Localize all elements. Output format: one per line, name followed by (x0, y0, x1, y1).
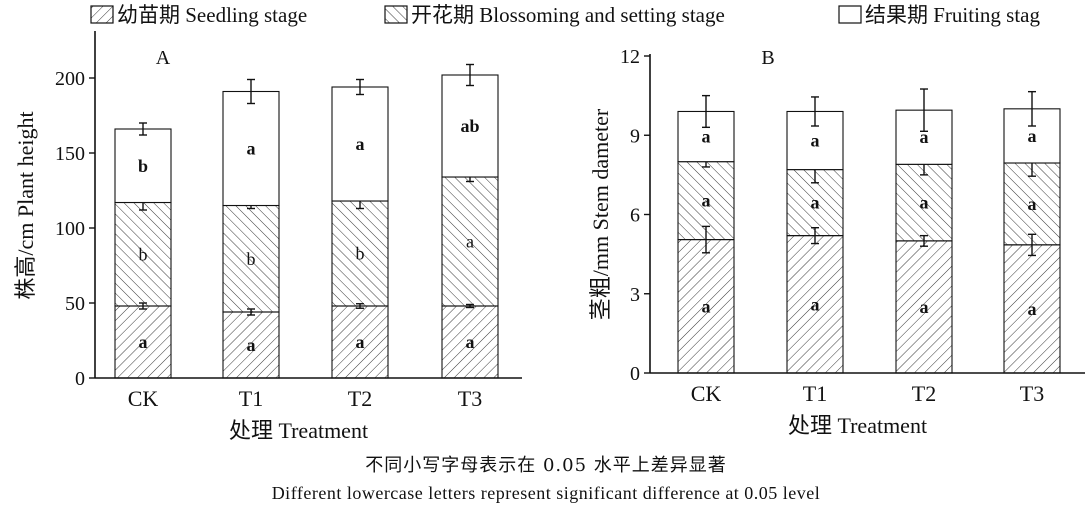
y-tick-label: 0 (630, 363, 640, 385)
y-tick-label: 12 (620, 46, 640, 68)
category-label: T3 (458, 386, 482, 411)
significance-letter: b (356, 244, 365, 264)
y-tick-label: 50 (65, 293, 85, 315)
legend-label: 结果期 Fruiting stag (865, 3, 1041, 27)
significance-letter: a (811, 294, 820, 314)
legend: 幼苗期 Seedling stage 开花期 Blossoming and set… (90, 3, 1041, 27)
x-axis-title: 处理 Treatment (788, 413, 927, 438)
significance-letter: a (920, 127, 929, 147)
category-label: T2 (348, 386, 372, 411)
y-tick-label: 200 (55, 68, 85, 90)
legend-swatch (384, 5, 408, 24)
significance-letter: a (466, 232, 474, 252)
bar-segment (331, 86, 389, 202)
category-label: CK (691, 381, 722, 406)
significance-letter: a (920, 297, 929, 317)
x-axis-title: 处理 Treatment (229, 418, 368, 443)
y-tick-label: 9 (630, 125, 640, 147)
bar-segment (114, 128, 172, 204)
significance-letter: a (920, 193, 929, 213)
bar-segment (222, 311, 280, 379)
significance-letter: a (247, 335, 256, 355)
y-tick-label: 3 (630, 284, 640, 306)
significance-letter: a (811, 193, 820, 213)
significance-letter: b (138, 156, 148, 176)
y-tick-label: 6 (630, 205, 640, 227)
significance-letter: a (811, 131, 820, 151)
significance-letter: a (139, 332, 148, 352)
bar-segment (786, 235, 844, 374)
bar-segment (1003, 244, 1061, 374)
bar-segment (441, 74, 499, 178)
legend-label: 幼苗期 Seedling stage (117, 3, 307, 27)
significance-letter: a (1028, 299, 1037, 319)
significance-letter: a (356, 134, 365, 154)
panel-b: 0 3 6 9 12 Ba a a CK a a a T1 a a a T2 a a a T3 处理 Treatment 茎… (588, 46, 1085, 438)
significance-letter: a (702, 296, 711, 316)
panel-label: B (761, 47, 774, 69)
significance-letter: a (702, 191, 711, 211)
significance-note-english: Different lowercase letters represent si… (271, 483, 821, 503)
figure: 幼苗期 Seedling stage 开花期 Blossoming and set… (13, 3, 1085, 443)
bar-segment (895, 163, 953, 242)
y-axis-title: 茎粗/mm Stem dameter (588, 108, 613, 320)
bar-segment (331, 200, 389, 307)
legend-swatch (838, 5, 862, 24)
significance-note-chinese: 不同小写字母表示在 0.05 水平上差异显著 (365, 455, 727, 476)
legend-label: 开花期 Blossoming and setting stage (411, 3, 725, 27)
significance-letter: a (1028, 194, 1037, 214)
significance-letter: b (247, 249, 256, 269)
bar-segment (222, 90, 280, 207)
y-tick-label: 0 (75, 368, 85, 390)
significance-letter: b (139, 244, 148, 264)
category-label: T1 (239, 386, 263, 411)
bar-segment (222, 204, 280, 313)
significance-letter: a (356, 332, 365, 352)
significance-letter: a (1028, 126, 1037, 146)
bar-segment (331, 305, 389, 379)
bar-segment (114, 201, 172, 307)
significance-letter: a (466, 332, 475, 352)
category-label: T1 (803, 381, 827, 406)
significance-letter: a (702, 127, 711, 147)
y-tick-label: 150 (55, 143, 85, 165)
y-tick-label: 100 (55, 218, 85, 240)
bar-segment (895, 240, 953, 374)
y-axis-title: 株高/cm Plant height (13, 111, 38, 299)
category-label: T2 (912, 381, 936, 406)
bar-segment (677, 161, 735, 241)
panel-label: A (156, 47, 171, 69)
bar-segment (677, 239, 735, 374)
bar-segment (114, 305, 172, 379)
significance-letter: ab (460, 116, 479, 136)
category-label: CK (128, 386, 159, 411)
legend-swatch (90, 5, 114, 24)
significance-letter: a (247, 139, 256, 159)
category-label: T3 (1020, 381, 1044, 406)
